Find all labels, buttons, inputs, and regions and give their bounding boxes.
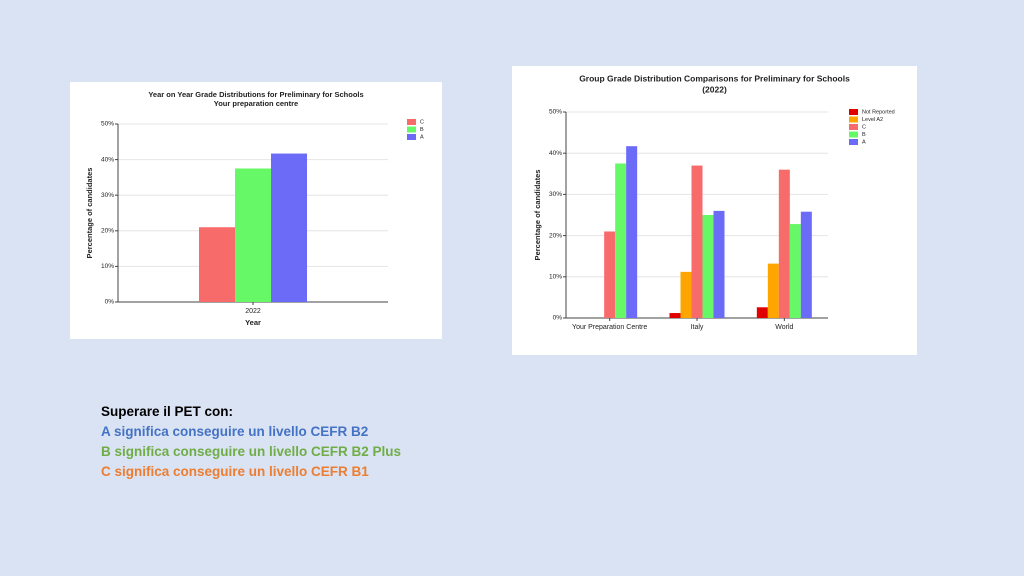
bar xyxy=(604,231,616,318)
y-tick-label: 0% xyxy=(105,299,115,306)
bar xyxy=(767,263,779,318)
legend-swatch xyxy=(849,116,858,123)
y-tick-label: 10% xyxy=(549,274,562,281)
legend-swatch xyxy=(407,119,416,125)
legend-label: B xyxy=(420,127,424,133)
bar xyxy=(626,146,638,318)
bar xyxy=(713,210,725,318)
chart-panel: Year on Year Grade Distributions for Pre… xyxy=(70,82,442,339)
y-tick-label: 20% xyxy=(549,232,562,239)
chart-title: Year on Year Grade Distributions for Pre… xyxy=(148,90,363,99)
legend-swatch xyxy=(849,131,858,138)
y-tick-label: 50% xyxy=(101,121,114,128)
bar xyxy=(615,163,627,318)
bar xyxy=(800,211,812,318)
x-tick-label: Your Preparation Centre xyxy=(572,324,647,331)
x-tick-label: World xyxy=(775,324,793,331)
legend-label: C xyxy=(862,124,866,130)
bar xyxy=(199,227,235,302)
y-tick-label: 0% xyxy=(553,315,563,322)
y-tick-label: 30% xyxy=(101,192,114,199)
bar xyxy=(680,271,692,318)
notes-line: B significa conseguire un livello CEFR B… xyxy=(101,444,402,459)
x-tick-label: Italy xyxy=(691,324,704,331)
chart-subtitle: Your preparation centre xyxy=(214,99,298,108)
bar xyxy=(271,153,307,302)
legend-label: Not Reported xyxy=(862,109,895,115)
y-tick-label: 30% xyxy=(549,191,562,198)
bar xyxy=(778,169,790,318)
legend-label: A xyxy=(420,134,424,140)
x-axis-label: Year xyxy=(245,318,261,327)
y-tick-label: 50% xyxy=(549,109,562,116)
bar xyxy=(669,313,681,318)
chart-subtitle: (2022) xyxy=(702,84,727,94)
bar xyxy=(702,215,714,318)
x-tick-label: 2022 xyxy=(245,308,261,315)
legend-swatch xyxy=(849,124,858,130)
y-axis-label: Percentage of candidates xyxy=(85,168,94,259)
chart-panel: Group Grade Distribution Comparisons for… xyxy=(512,66,917,355)
bar xyxy=(789,224,801,318)
notes-line: A significa conseguire un livello CEFR B… xyxy=(101,424,369,439)
notes-heading: Superare il PET con: xyxy=(101,404,234,419)
legend-label: Level A2 xyxy=(862,117,883,123)
legend-swatch xyxy=(849,139,858,145)
y-tick-label: 10% xyxy=(101,263,114,270)
legend-label: A xyxy=(862,139,866,145)
legend-swatch xyxy=(407,126,416,133)
bar xyxy=(756,307,768,318)
y-tick-label: 20% xyxy=(101,228,114,235)
y-tick-label: 40% xyxy=(101,156,114,163)
legend-swatch xyxy=(407,134,416,140)
bar xyxy=(235,168,271,302)
bar xyxy=(691,165,703,318)
notes-line: C significa conseguire un livello CEFR B… xyxy=(101,464,369,479)
chart-title: Group Grade Distribution Comparisons for… xyxy=(579,73,850,83)
y-axis-label: Percentage of candidates xyxy=(533,170,542,261)
notes: Superare il PET con: A significa consegu… xyxy=(101,402,401,482)
legend-swatch xyxy=(849,109,858,115)
legend-label: C xyxy=(420,119,424,125)
y-tick-label: 40% xyxy=(549,150,562,157)
legend-label: B xyxy=(862,132,866,138)
